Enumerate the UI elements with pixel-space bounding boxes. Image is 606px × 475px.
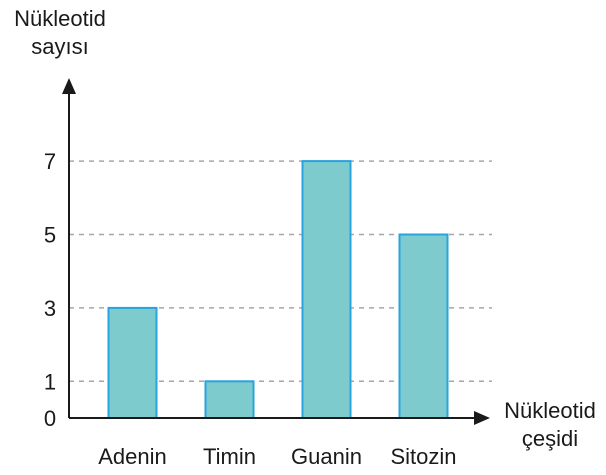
y-tick-labels: 0 1 3 5 7: [44, 149, 56, 431]
y-tick-label: 5: [44, 223, 56, 248]
y-axis-title-line-1: Nükleotid: [14, 6, 106, 31]
x-axis-arrow-icon: [474, 411, 490, 425]
y-tick-label: 0: [44, 406, 56, 431]
x-tick-labels: Adenin Timin Guanin Sitozin: [98, 444, 456, 469]
y-axis-title-line-2: sayısı: [31, 34, 88, 59]
y-tick-label: 1: [44, 369, 56, 394]
y-tick-label: 3: [44, 296, 56, 321]
x-tick-label: Timin: [203, 444, 256, 469]
x-tick-label: Guanin: [291, 444, 362, 469]
bars: [107, 160, 449, 419]
y-axis-arrow-icon: [62, 78, 76, 94]
bar-guanin: [301, 160, 352, 419]
bar-sitozin: [398, 233, 449, 419]
x-tick-label: Adenin: [98, 444, 167, 469]
x-axis-title-line-1: Nükleotid: [504, 398, 596, 423]
y-tick-label: 7: [44, 149, 56, 174]
bar-adenin: [107, 306, 158, 419]
x-tick-label: Sitozin: [390, 444, 456, 469]
x-axis-title-line-2: çeşidi: [522, 426, 578, 451]
bar-timin: [204, 380, 255, 419]
